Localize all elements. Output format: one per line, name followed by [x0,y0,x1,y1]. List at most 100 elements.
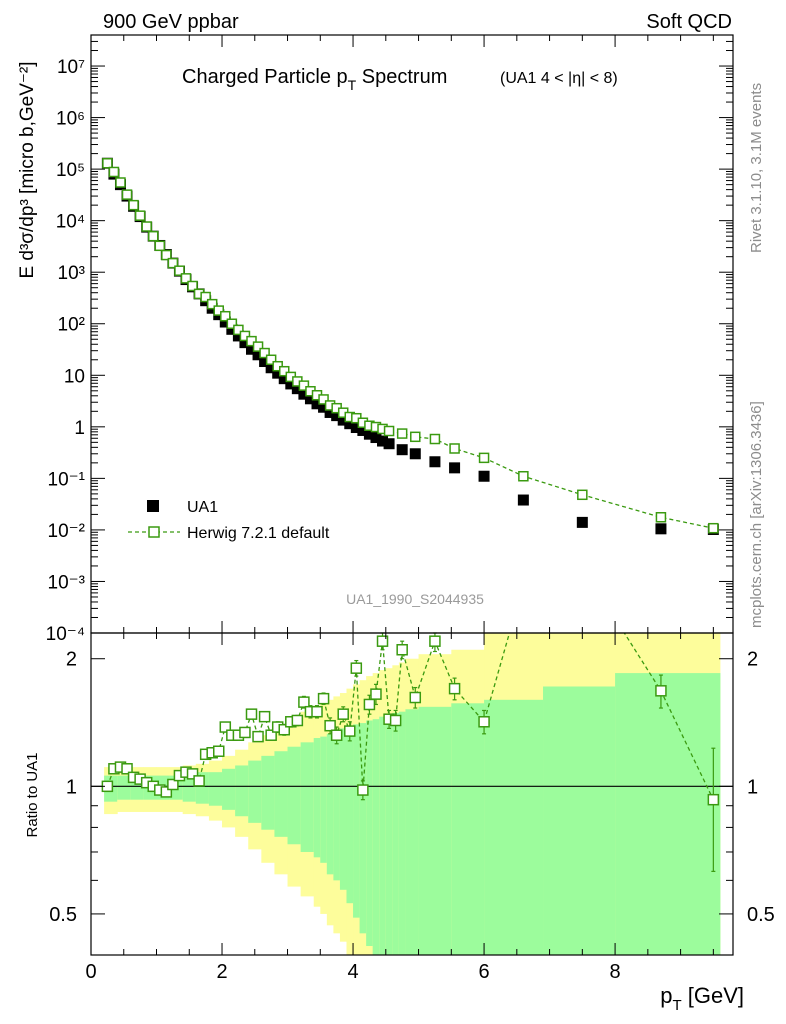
mc-series-line [106,162,714,529]
ratio-point [448,682,461,695]
band-inner-bin [451,703,485,955]
analysis-id: UA1_1990_S2044935 [346,591,484,607]
ratio-point [245,708,258,720]
data-point [324,406,336,418]
uncertainty-bands [91,633,733,955]
ratio-point [252,730,264,743]
y-tick-label: 10⁻³ [48,572,86,593]
mc-point [298,380,310,391]
ratio-tick-label-right: 1 [747,776,758,798]
mc-point [180,273,192,284]
mc-point [226,318,238,329]
ratio-point [186,768,199,780]
band-inner-bin [339,728,347,890]
data-point [576,516,588,528]
data-point [478,470,490,482]
band-inner-bin [379,716,387,955]
mc-point [141,221,152,232]
header-left: 900 GeV ppbar [103,11,239,33]
band-inner-bin [261,755,275,830]
mc-point [128,199,139,211]
band-inner-bin [372,719,380,955]
ratio-point [311,705,323,718]
band-inner-bin [615,673,721,955]
band-inner-bin [235,765,249,817]
mc-point [200,291,211,303]
band-inner-bin [353,724,361,918]
y-tick-label: 1 [74,418,85,439]
data-point [655,523,667,535]
ratio-tick-label-left: 1 [66,776,77,798]
data-point [239,337,251,349]
ratio-point [298,696,310,708]
data-point [517,494,529,506]
data-point [318,401,330,413]
ratio-point [121,763,133,775]
mc-point [174,265,185,276]
ratio-point [291,714,304,727]
ratio-point [370,688,382,700]
y-tick-label: 10⁷ [57,57,85,78]
band-inner-bin [418,706,452,955]
mc-point [429,433,441,445]
chart-title-cut: (UA1 4 < |η| < 8) [500,70,618,87]
band-inner-bin [274,751,289,837]
band-inner-bin [392,712,400,955]
data-point [377,435,389,447]
y-tick-label: 10⁻¹ [48,469,86,490]
mc-point [708,522,719,534]
x-axis-label: pT [GeV] [660,983,744,1014]
axis-ticks: 0 2 4 6 8 10⁻⁴ 10⁻³ 10⁻² 10⁻¹ 1 10 10² 10³ 10⁴ 10⁵ 10⁶ 1… [46,34,775,983]
legend-mc-label: Herwig 7.2.1 default [187,525,330,542]
x-tick-label: 0 [85,961,96,983]
mc-point [187,280,198,292]
band-inner-bin [366,720,374,947]
mc-point [121,189,133,200]
band-inner-bin [300,742,315,852]
data-point [265,362,277,374]
band-inner-bin [405,709,420,955]
mc-point [449,443,460,454]
ratio-point [239,726,251,739]
band-inner-bin [313,738,321,858]
mc-point [655,512,667,523]
x-tick-label: 4 [347,961,358,983]
band-inner-bin [543,686,616,955]
ratio-tick-label-left: 2 [66,649,77,671]
mc-point [161,249,172,261]
x-tick-label: 2 [216,961,227,983]
x-tick-label: 8 [610,961,621,983]
band-inner-bin [117,775,131,800]
ratio-point [363,698,376,711]
ratio-point [478,716,490,728]
band-inner-bin [320,736,328,863]
band-inner-bin [385,715,393,955]
y-tick-label: 10⁶ [56,109,85,130]
data-point [370,432,382,444]
mc-point [279,365,290,377]
ratio-point [330,729,343,741]
y-tick-label: 10⁻⁴ [46,624,85,645]
band-inner-bin [222,768,236,810]
ratio-point [396,643,408,656]
ratio-point [317,692,330,705]
legend-data-label: UA1 [187,499,218,516]
ratio-point [707,793,720,806]
mc-point [102,157,113,169]
mc-point [246,335,257,347]
mc-point [252,341,264,352]
mc-point [265,354,277,366]
ratio-tick-label-right: 0.5 [747,904,775,926]
data-point [396,444,408,456]
y-tick-label: 10⁵ [56,160,85,181]
mc-point [134,210,146,221]
ratio-point [350,662,363,674]
ratio-tick-label-right: 2 [747,649,758,671]
mc-point [220,310,231,322]
data-point [259,356,271,368]
y-tick-label: 10⁴ [56,212,85,233]
band-inner-bin [359,723,367,934]
mc-point [147,230,159,242]
mc-point [410,431,421,443]
mc-point [206,298,218,310]
